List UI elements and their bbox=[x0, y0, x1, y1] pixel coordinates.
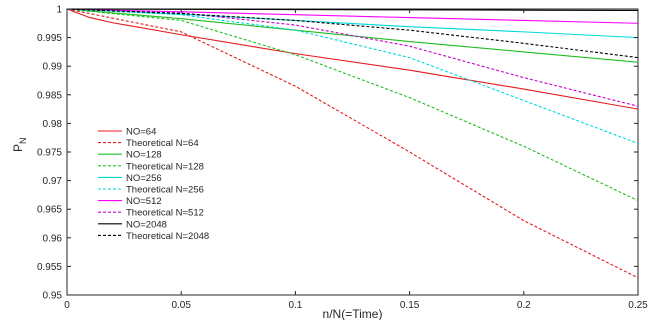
legend-label: NO=64 bbox=[126, 127, 156, 138]
legend-label: Theoretical N=256 bbox=[126, 185, 204, 196]
x-axis-label: n/N(=Time) bbox=[323, 307, 383, 320]
y-tick-label: 0.955 bbox=[37, 262, 62, 273]
plot-area: 0 0.05 0.1 0.15 0.2 0.25 0.95 0.955 0.96 0.965 0.9… bbox=[37, 5, 648, 312]
y-tick-label: 0.965 bbox=[37, 205, 62, 216]
tick-layer: 0 0.05 0.1 0.15 0.2 0.25 0.95 0.955 0.96 0.965 0.9… bbox=[37, 5, 648, 312]
svg-text:PN: PN bbox=[11, 137, 28, 152]
series-line bbox=[66, 8, 639, 11]
legend-label: Theoretical N=512 bbox=[126, 208, 204, 219]
x-tick-label: 0.1 bbox=[288, 300, 302, 311]
y-tick-label: 1 bbox=[56, 5, 62, 16]
legend-label: Theoretical N=2048 bbox=[126, 231, 209, 242]
y-axis-label-main: P bbox=[11, 144, 25, 152]
series-line bbox=[66, 8, 639, 202]
legend-label: Theoretical N=64 bbox=[126, 138, 199, 149]
series-line bbox=[66, 8, 639, 59]
x-tick-label: 0.15 bbox=[400, 300, 420, 311]
series-line bbox=[66, 8, 639, 24]
legend-label: NO=512 bbox=[126, 196, 162, 207]
y-tick-label: 0.995 bbox=[37, 33, 62, 44]
legend-label: NO=2048 bbox=[126, 219, 167, 230]
legend-label: NO=128 bbox=[126, 150, 162, 161]
series-layer bbox=[66, 8, 639, 279]
legend-label: NO=256 bbox=[126, 173, 162, 184]
y-tick-label: 0.975 bbox=[37, 148, 62, 159]
y-tick-label: 0.985 bbox=[37, 90, 62, 101]
y-tick-label: 0.97 bbox=[43, 176, 63, 187]
x-tick-label: 0 bbox=[64, 300, 70, 311]
plot-frame bbox=[66, 8, 639, 296]
series-line bbox=[66, 8, 639, 110]
series-line bbox=[66, 8, 639, 144]
x-tick-label: 0.05 bbox=[171, 300, 191, 311]
y-tick-label: 0.98 bbox=[43, 119, 63, 130]
series-line bbox=[66, 8, 639, 279]
y-tick-label: 0.99 bbox=[43, 62, 63, 73]
y-tick-label: 0.96 bbox=[43, 233, 63, 244]
x-tick-label: 0.25 bbox=[628, 300, 648, 311]
legend-label: Theoretical N=128 bbox=[126, 161, 204, 172]
y-axis-label-subscript: N bbox=[18, 137, 28, 144]
y-tick-label: 0.95 bbox=[43, 291, 63, 302]
x-tick-label: 0.2 bbox=[517, 300, 531, 311]
y-axis-label: PN bbox=[11, 137, 28, 152]
